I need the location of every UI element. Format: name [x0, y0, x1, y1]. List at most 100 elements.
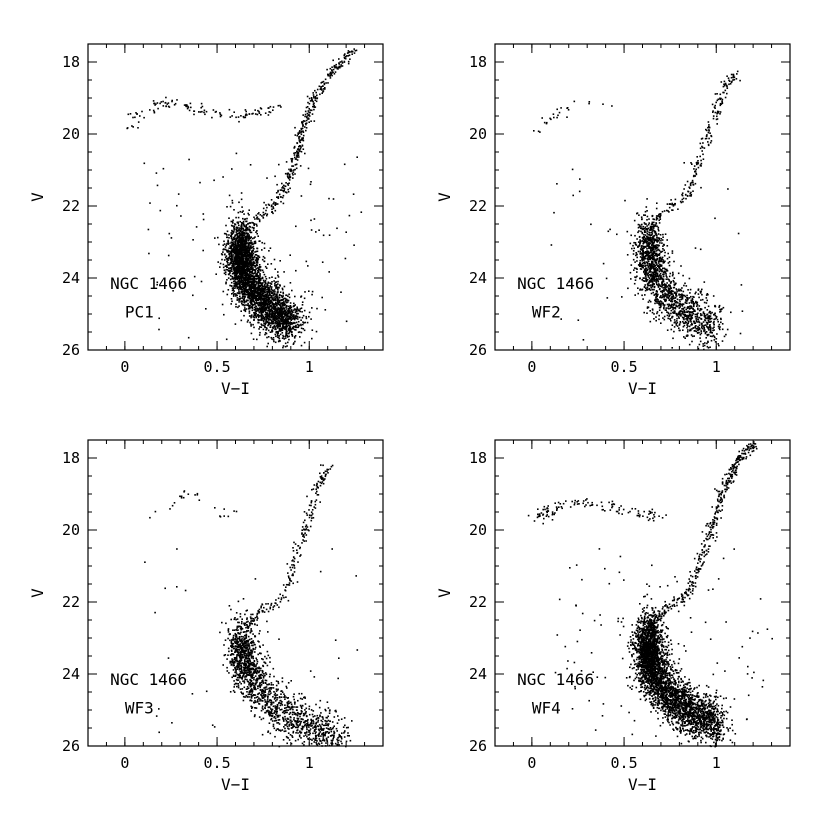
star-point: [691, 322, 693, 325]
star-point: [693, 296, 695, 298]
star-point: [667, 293, 670, 295]
star-point: [248, 281, 250, 284]
star-point: [274, 293, 276, 295]
star-point: [229, 255, 231, 258]
star-point: [254, 254, 257, 256]
star-point: [258, 304, 261, 306]
star-point: [338, 65, 341, 68]
star-point: [264, 212, 267, 215]
star-point: [257, 292, 260, 295]
star-point: [340, 64, 342, 66]
star-point: [251, 271, 253, 273]
star-point: [235, 238, 237, 240]
star-point: [235, 278, 237, 280]
star-point: [298, 309, 301, 312]
star-point: [695, 320, 698, 323]
star-point: [251, 253, 253, 256]
star-point: [223, 232, 226, 235]
star-point: [661, 250, 664, 253]
star-point: [271, 310, 273, 312]
star-point: [288, 317, 291, 320]
star-point: [290, 316, 292, 318]
star-point: [257, 316, 260, 318]
star-point: [664, 300, 667, 303]
star-point: [241, 282, 244, 284]
x-tick-label: 1: [305, 358, 314, 376]
star-point: [272, 207, 275, 210]
star-point: [650, 244, 653, 247]
star-point: [259, 319, 261, 321]
star-point: [260, 283, 263, 286]
star-point: [692, 303, 695, 305]
star-point: [295, 314, 297, 317]
star-point: [241, 261, 244, 263]
star-point: [316, 307, 318, 310]
star-point: [284, 322, 286, 325]
star-point: [718, 323, 721, 326]
star-point: [689, 292, 691, 294]
star-point: [268, 323, 270, 325]
star-point: [269, 324, 272, 327]
star-point: [230, 269, 232, 272]
star-point: [274, 291, 276, 293]
star-point: [328, 271, 330, 273]
star-point: [250, 252, 253, 255]
star-point: [281, 322, 284, 325]
star-point: [244, 250, 247, 253]
star-point: [251, 296, 254, 299]
star-point: [231, 262, 233, 265]
star-point: [271, 303, 273, 306]
star-point: [285, 321, 288, 324]
star-point: [238, 247, 241, 250]
star-point: [293, 152, 295, 155]
star-point: [295, 310, 298, 313]
star-point: [311, 337, 313, 340]
star-point: [257, 235, 259, 237]
star-point: [283, 303, 286, 306]
star-point: [265, 267, 268, 269]
star-point: [239, 220, 241, 223]
star-point: [291, 335, 294, 337]
star-point: [244, 277, 247, 280]
star-point: [322, 91, 324, 93]
star-point: [280, 196, 282, 198]
star-point: [332, 59, 334, 62]
star-point: [663, 294, 666, 296]
star-point: [657, 262, 660, 264]
star-point: [241, 302, 243, 305]
star-point: [258, 264, 261, 266]
star-point: [247, 296, 249, 299]
star-point: [653, 279, 655, 281]
star-point: [251, 297, 253, 300]
star-point: [263, 322, 265, 325]
star-point: [244, 310, 247, 313]
star-point: [341, 62, 344, 64]
star-point: [251, 246, 254, 249]
star-point: [274, 284, 276, 287]
star-point: [235, 275, 238, 278]
star-point: [281, 296, 284, 299]
star-point: [263, 242, 266, 245]
star-point: [297, 326, 300, 329]
star-point: [686, 314, 688, 317]
star-point: [238, 264, 240, 267]
star-point: [258, 328, 260, 330]
star-point: [676, 325, 679, 327]
star-point: [263, 305, 265, 307]
star-point: [242, 210, 244, 212]
star-point: [213, 179, 215, 182]
star-point: [237, 277, 239, 279]
x-tick-label: 0: [120, 358, 129, 376]
star-point: [228, 217, 230, 219]
star-point: [269, 331, 272, 333]
star-point: [247, 265, 249, 268]
star-point: [268, 298, 271, 300]
star-point: [268, 294, 270, 296]
star-point: [294, 335, 297, 337]
star-point: [658, 300, 661, 303]
star-point: [258, 212, 260, 214]
star-point: [689, 288, 692, 291]
star-point: [273, 303, 275, 305]
star-point: [265, 307, 267, 309]
